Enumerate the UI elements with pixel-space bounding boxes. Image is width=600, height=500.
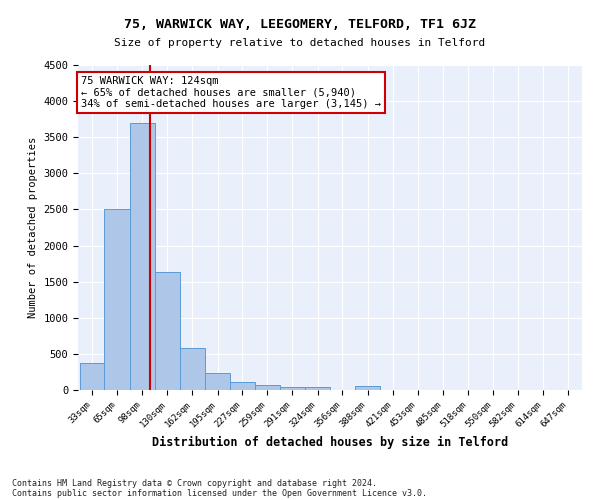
Bar	[104, 210, 130, 390]
Bar	[305, 387, 330, 390]
Bar	[355, 386, 380, 390]
Bar	[80, 364, 104, 390]
Bar	[179, 348, 205, 390]
Bar	[280, 387, 305, 390]
Bar	[205, 374, 230, 390]
Bar	[130, 123, 155, 390]
Text: Contains public sector information licensed under the Open Government Licence v3: Contains public sector information licen…	[12, 488, 427, 498]
Bar	[155, 272, 179, 390]
Text: Contains HM Land Registry data © Crown copyright and database right 2024.: Contains HM Land Registry data © Crown c…	[12, 478, 377, 488]
Bar	[255, 386, 280, 390]
Text: 75, WARWICK WAY, LEEGOMERY, TELFORD, TF1 6JZ: 75, WARWICK WAY, LEEGOMERY, TELFORD, TF1…	[124, 18, 476, 30]
Text: 75 WARWICK WAY: 124sqm
← 65% of detached houses are smaller (5,940)
34% of semi-: 75 WARWICK WAY: 124sqm ← 65% of detached…	[81, 76, 381, 109]
Bar	[230, 382, 255, 390]
Text: Size of property relative to detached houses in Telford: Size of property relative to detached ho…	[115, 38, 485, 48]
X-axis label: Distribution of detached houses by size in Telford: Distribution of detached houses by size …	[152, 436, 508, 449]
Y-axis label: Number of detached properties: Number of detached properties	[28, 137, 38, 318]
